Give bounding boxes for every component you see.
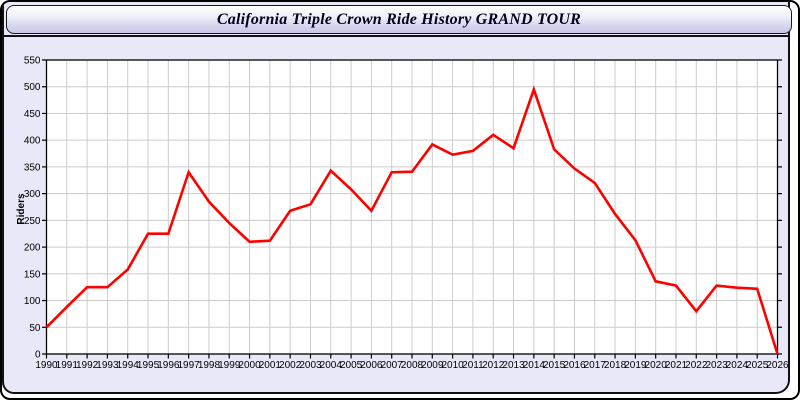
- window-title: California Triple Crown Ride History GRA…: [216, 11, 582, 28]
- svg-text:1999: 1999: [218, 360, 241, 371]
- svg-text:1998: 1998: [198, 360, 221, 371]
- svg-text:250: 250: [24, 216, 41, 227]
- svg-text:1992: 1992: [76, 360, 99, 371]
- svg-text:Riders: Riders: [16, 193, 27, 225]
- svg-text:2026: 2026: [766, 360, 789, 371]
- svg-text:200: 200: [24, 243, 41, 254]
- svg-text:300: 300: [24, 189, 41, 200]
- svg-text:2002: 2002: [279, 360, 302, 371]
- svg-text:500: 500: [24, 82, 41, 93]
- svg-text:2021: 2021: [665, 360, 688, 371]
- svg-text:1997: 1997: [178, 360, 201, 371]
- svg-text:1995: 1995: [137, 360, 160, 371]
- svg-text:2006: 2006: [360, 360, 383, 371]
- svg-text:2000: 2000: [238, 360, 261, 371]
- header-separator: [2, 35, 790, 37]
- svg-text:2019: 2019: [624, 360, 647, 371]
- svg-text:150: 150: [24, 269, 41, 280]
- svg-text:2001: 2001: [259, 360, 282, 371]
- svg-text:100: 100: [24, 296, 41, 307]
- svg-text:1993: 1993: [96, 360, 119, 371]
- svg-text:400: 400: [24, 136, 41, 147]
- svg-text:2013: 2013: [502, 360, 525, 371]
- svg-text:2014: 2014: [523, 360, 546, 371]
- svg-text:2009: 2009: [421, 360, 444, 371]
- svg-text:2015: 2015: [543, 360, 566, 371]
- svg-text:0: 0: [35, 350, 41, 361]
- svg-text:2008: 2008: [401, 360, 424, 371]
- svg-text:1994: 1994: [117, 360, 140, 371]
- svg-text:2003: 2003: [299, 360, 322, 371]
- svg-text:2023: 2023: [705, 360, 728, 371]
- svg-text:2007: 2007: [381, 360, 404, 371]
- svg-text:2017: 2017: [584, 360, 607, 371]
- svg-text:2024: 2024: [726, 360, 749, 371]
- svg-text:50: 50: [29, 323, 41, 334]
- svg-text:2012: 2012: [482, 360, 505, 371]
- title-bar: California Triple Crown Ride History GRA…: [6, 5, 792, 34]
- svg-text:550: 550: [24, 56, 41, 67]
- svg-text:1996: 1996: [157, 360, 180, 371]
- svg-text:350: 350: [24, 162, 41, 173]
- svg-text:2011: 2011: [462, 360, 484, 371]
- svg-text:2018: 2018: [604, 360, 627, 371]
- svg-text:2010: 2010: [441, 360, 464, 371]
- svg-text:1991: 1991: [56, 360, 79, 371]
- svg-text:2025: 2025: [746, 360, 769, 371]
- svg-text:2020: 2020: [645, 360, 668, 371]
- svg-text:2004: 2004: [320, 360, 343, 371]
- svg-text:450: 450: [24, 109, 41, 120]
- svg-text:2005: 2005: [340, 360, 363, 371]
- svg-text:2016: 2016: [563, 360, 586, 371]
- svg-text:1990: 1990: [35, 360, 58, 371]
- svg-text:2022: 2022: [685, 360, 708, 371]
